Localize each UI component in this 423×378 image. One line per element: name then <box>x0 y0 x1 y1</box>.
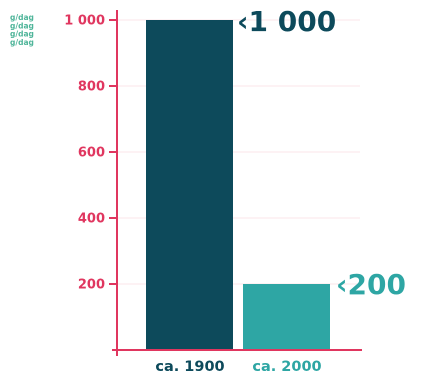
unit-label: g/dag <box>10 21 34 30</box>
x-category-label: ca. 1900 <box>155 359 224 375</box>
x-category-label: ca. 2000 <box>252 359 321 375</box>
y-tick-label: 800 <box>78 80 105 95</box>
data-label: ‹1 000 <box>237 5 336 38</box>
y-tick-label: 400 <box>78 212 105 227</box>
bar-2 <box>243 284 330 350</box>
y-tick-label: 200 <box>78 278 105 293</box>
bar-1 <box>146 20 233 350</box>
data-label: ‹200 <box>336 268 406 301</box>
unit-label: g/dag <box>10 13 34 22</box>
y-tick-label: 1 000 <box>64 14 105 29</box>
unit-label: g/dag <box>10 38 34 47</box>
unit-label: g/dag <box>10 30 34 39</box>
y-tick-label: 600 <box>78 146 105 161</box>
